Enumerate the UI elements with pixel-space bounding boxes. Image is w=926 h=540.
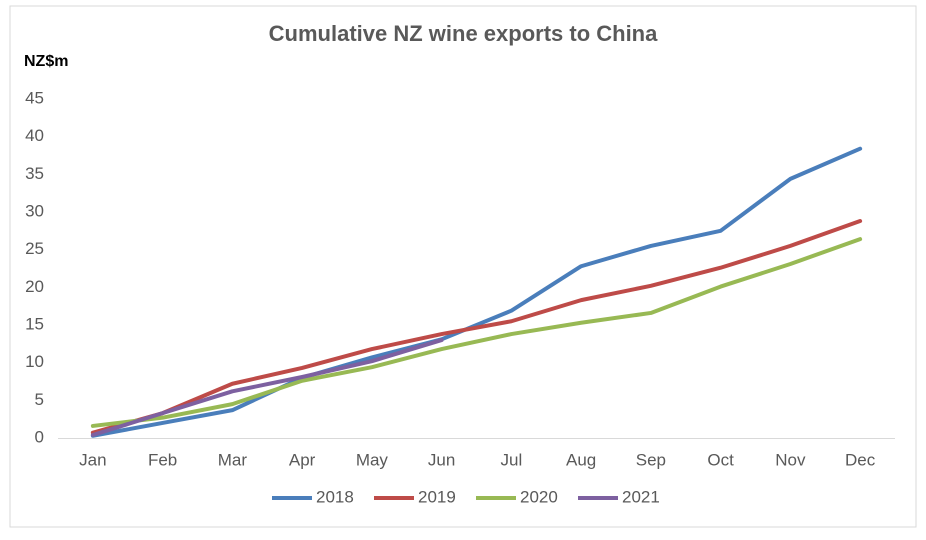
y-tick-label: 5 bbox=[35, 390, 44, 409]
y-axis-label: NZ$m bbox=[24, 53, 68, 70]
y-tick-label: 45 bbox=[25, 88, 44, 107]
x-tick-label: Nov bbox=[775, 450, 806, 469]
y-tick-label: 25 bbox=[25, 239, 44, 258]
chart-border bbox=[9, 5, 917, 528]
legend-label: 2019 bbox=[418, 487, 456, 506]
x-tick-label: Apr bbox=[289, 450, 316, 469]
legend-label: 2018 bbox=[316, 487, 354, 506]
y-tick-label: 30 bbox=[25, 201, 44, 220]
series-line bbox=[90, 219, 863, 435]
x-tick-label: Oct bbox=[707, 450, 734, 469]
x-tick-label: Jun bbox=[428, 450, 455, 469]
y-tick-label: 35 bbox=[25, 164, 44, 183]
x-tick-label: Jan bbox=[79, 450, 106, 469]
y-tick-label: 15 bbox=[25, 314, 44, 333]
x-tick-label: Sep bbox=[636, 450, 666, 469]
x-tick-label: Aug bbox=[566, 450, 596, 469]
chart-title: Cumulative NZ wine exports to China bbox=[269, 21, 658, 46]
series-line bbox=[90, 146, 863, 438]
series-line bbox=[90, 338, 444, 437]
x-tick-label: Feb bbox=[148, 450, 177, 469]
legend-label: 2020 bbox=[520, 487, 558, 506]
series-line bbox=[90, 237, 863, 428]
x-tick-label: Dec bbox=[845, 450, 876, 469]
y-tick-label: 0 bbox=[35, 427, 44, 446]
y-tick-label: 10 bbox=[25, 352, 44, 371]
legend-label: 2021 bbox=[622, 487, 660, 506]
x-tick-label: May bbox=[356, 450, 389, 469]
y-tick-label: 20 bbox=[25, 277, 44, 296]
x-tick-label: Jul bbox=[501, 450, 523, 469]
x-tick-label: Mar bbox=[218, 450, 248, 469]
y-tick-label: 40 bbox=[25, 126, 44, 145]
